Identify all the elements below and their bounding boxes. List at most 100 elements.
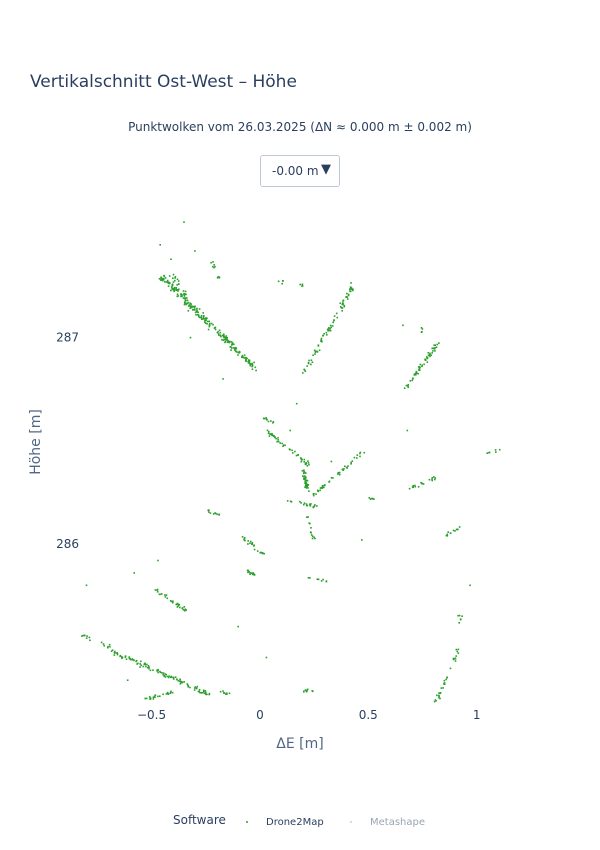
data-point xyxy=(347,298,349,300)
data-point xyxy=(304,370,307,373)
data-point xyxy=(213,327,216,329)
data-point xyxy=(208,320,210,323)
data-point xyxy=(165,594,168,596)
data-point xyxy=(420,481,422,484)
data-point xyxy=(271,432,273,435)
data-point xyxy=(166,279,169,282)
data-point xyxy=(349,290,352,293)
data-point xyxy=(251,368,254,370)
data-point xyxy=(281,442,283,445)
data-point xyxy=(171,283,174,286)
data-point xyxy=(438,696,440,699)
legend-item-metashape[interactable]: Metashape xyxy=(350,817,425,828)
data-point xyxy=(200,316,202,318)
data-point xyxy=(89,639,91,642)
data-point xyxy=(161,279,164,282)
data-point xyxy=(222,378,224,380)
data-point xyxy=(346,467,348,469)
data-point xyxy=(316,350,318,353)
data-point xyxy=(114,650,116,653)
data-point xyxy=(107,646,109,649)
data-point xyxy=(316,505,318,507)
data-point xyxy=(407,386,409,389)
data-point xyxy=(330,477,333,479)
data-point xyxy=(304,689,307,691)
data-point xyxy=(265,656,268,659)
data-point xyxy=(317,578,320,581)
data-point xyxy=(168,275,171,277)
data-point xyxy=(149,697,152,699)
data-point xyxy=(203,690,205,692)
data-point xyxy=(165,281,168,283)
data-point xyxy=(311,535,314,538)
data-point xyxy=(341,307,344,309)
data-point xyxy=(409,380,412,382)
data-point xyxy=(272,422,274,424)
data-point xyxy=(346,292,348,295)
data-point xyxy=(417,486,420,488)
data-point xyxy=(223,338,226,340)
data-point xyxy=(244,360,247,362)
data-point xyxy=(216,277,219,279)
data-point xyxy=(212,261,214,263)
data-point xyxy=(411,379,414,382)
legend-item-drone2map[interactable]: Drone2Map xyxy=(246,817,324,828)
data-point xyxy=(116,653,119,656)
data-point xyxy=(289,449,291,451)
data-point xyxy=(455,655,457,657)
data-point xyxy=(172,281,175,283)
data-point xyxy=(176,295,179,298)
data-point xyxy=(179,678,181,681)
chevron-down-icon: ▼ xyxy=(321,162,331,177)
data-point xyxy=(86,635,88,637)
data-point xyxy=(361,539,363,541)
data-point xyxy=(443,683,446,685)
data-point xyxy=(177,295,180,297)
data-point xyxy=(157,695,159,698)
data-point xyxy=(307,361,310,364)
data-point xyxy=(248,359,250,361)
data-point xyxy=(306,365,308,367)
data-point xyxy=(172,678,175,680)
x-tick-label: 1 xyxy=(473,708,481,722)
data-point xyxy=(428,478,431,481)
data-point xyxy=(149,669,152,672)
data-point xyxy=(248,361,251,363)
data-point xyxy=(305,690,308,693)
data-point xyxy=(266,419,268,421)
data-point xyxy=(342,302,344,304)
data-point xyxy=(439,692,441,695)
data-point xyxy=(201,318,203,320)
data-point xyxy=(349,288,351,290)
data-point xyxy=(340,307,343,309)
data-point xyxy=(309,522,311,525)
data-point xyxy=(310,534,313,536)
offset-dropdown[interactable]: -0.00 m ▼ xyxy=(260,155,340,187)
data-point xyxy=(421,482,423,485)
data-point xyxy=(431,347,433,350)
data-point xyxy=(156,589,158,591)
data-point xyxy=(200,692,202,694)
data-point xyxy=(368,497,371,499)
data-point xyxy=(343,468,345,470)
data-point xyxy=(243,537,246,539)
data-point xyxy=(131,658,134,660)
data-point xyxy=(327,330,330,332)
data-point xyxy=(304,485,307,487)
data-point xyxy=(284,444,286,447)
data-point xyxy=(310,527,312,529)
data-point xyxy=(304,475,306,477)
data-point xyxy=(309,531,312,533)
x-tick-label: 0.5 xyxy=(359,708,378,722)
data-point xyxy=(220,335,222,338)
data-point xyxy=(359,455,361,458)
data-point xyxy=(445,534,448,537)
data-point xyxy=(216,513,219,516)
data-point xyxy=(347,465,349,467)
data-point xyxy=(194,250,196,252)
data-point xyxy=(306,483,308,485)
data-point xyxy=(208,511,210,513)
data-point xyxy=(243,357,246,359)
data-point xyxy=(326,329,329,331)
